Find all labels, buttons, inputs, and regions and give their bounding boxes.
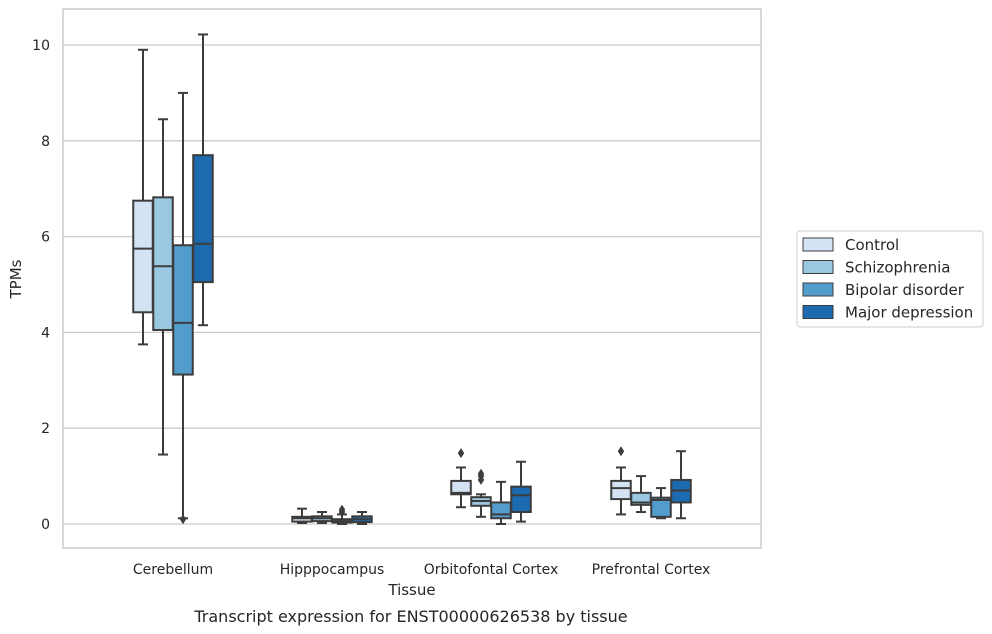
box — [670, 450, 692, 520]
box-iqr — [172, 244, 194, 376]
box-iqr — [450, 479, 472, 496]
outlier-marker — [477, 468, 485, 479]
y-tick-label: 8 — [41, 134, 50, 150]
series-major-depression — [192, 33, 692, 525]
box-iqr — [610, 479, 632, 501]
chart-caption: Transcript expression for ENST0000062653… — [193, 607, 627, 626]
x-tick-label: Cerebellum — [133, 562, 213, 578]
box — [172, 91, 194, 525]
legend-swatch — [802, 305, 834, 319]
y-tick-label: 4 — [41, 325, 50, 341]
y-tick-label: 2 — [41, 421, 50, 437]
x-axis-title: Tissue — [387, 581, 435, 599]
box — [192, 33, 214, 327]
x-tick-label: Orbitofontal Cortex — [424, 562, 559, 578]
box — [490, 480, 512, 525]
x-tick-label: Prefrontal Cortex — [592, 562, 711, 578]
outlier-marker — [338, 504, 346, 515]
legend-swatch — [802, 260, 834, 274]
legend-swatch — [802, 282, 834, 297]
y-tick-label: 6 — [41, 230, 50, 246]
outlier-marker — [179, 514, 187, 525]
y-tick-label: 10 — [32, 38, 50, 54]
legend-label: Bipolar disorder — [845, 281, 965, 299]
box-iqr — [152, 196, 174, 332]
box — [630, 475, 652, 514]
box — [450, 448, 472, 509]
box-iqr — [192, 154, 214, 284]
legend-frame — [796, 230, 984, 328]
box — [650, 487, 672, 520]
legend-swatch — [802, 237, 834, 252]
legend: Control Schizophrenia Bipolar disorder Majo… — [796, 230, 984, 328]
y-tick-labels: 0 2 4 6 8 10 — [32, 38, 50, 533]
box-iqr — [132, 199, 154, 314]
outlier-marker — [457, 448, 465, 459]
x-tick-label: Hipppocampus — [280, 562, 385, 578]
box-series — [132, 33, 692, 525]
box-iqr — [650, 496, 672, 518]
box — [351, 511, 373, 525]
x-tick-labels: Cerebellum Hipppocampus Orbitofontal Corte… — [133, 562, 710, 578]
legend-label: Control — [845, 236, 899, 254]
box-iqr — [490, 501, 512, 520]
box-iqr — [510, 485, 532, 514]
outlier-marker — [617, 446, 625, 457]
y-axis-title: TPMs — [7, 259, 25, 299]
legend-label: Major depression — [845, 304, 973, 322]
box — [610, 446, 632, 516]
box — [510, 460, 532, 523]
y-tick-label: 0 — [41, 517, 50, 533]
legend-label: Schizophrenia — [845, 259, 950, 277]
series-bipolar-disorder — [172, 91, 672, 525]
